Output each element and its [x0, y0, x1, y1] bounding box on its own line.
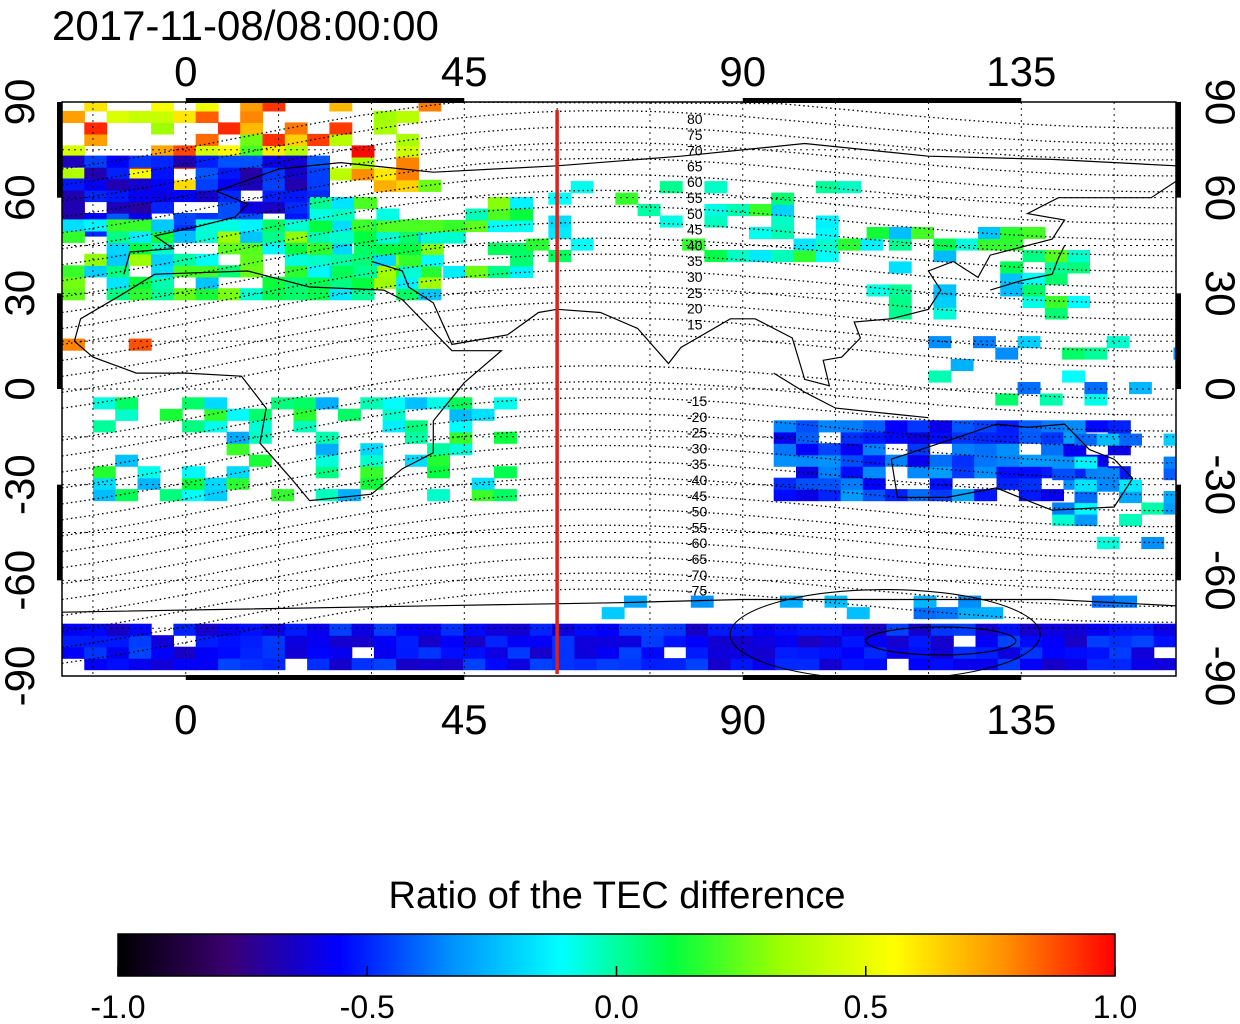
magnetic-latitude-contours	[62, 102, 1176, 676]
contour-label: -15	[687, 393, 707, 409]
frame-tick-bars	[57, 98, 1181, 680]
coastlines	[62, 142, 1176, 613]
contour-label: -40	[687, 472, 707, 488]
contour-label: -20	[687, 409, 707, 425]
lat-tick-label: -60	[0, 550, 43, 611]
left-latitude-ticks: 90 60 30 0 -30 -60 -90	[0, 79, 43, 707]
lat-tick-label: -30	[0, 454, 43, 515]
lon-tick-label: 135	[986, 696, 1056, 743]
lat-tick-label: 90	[1197, 79, 1240, 126]
contour-label: -60	[687, 535, 707, 551]
contour-label: -75	[687, 583, 707, 599]
lon-tick-label: 135	[986, 48, 1056, 95]
lat-tick-label: -30	[1197, 454, 1240, 515]
colorbar-tick-label: -0.5	[340, 989, 395, 1024]
lon-tick-label: 90	[719, 696, 766, 743]
lat-tick-label: 30	[1197, 270, 1240, 317]
lat-tick-label: 30	[0, 270, 43, 317]
contour-label: -50	[687, 504, 707, 520]
contour-label: 40	[687, 237, 703, 253]
lat-tick-label: 0	[0, 377, 43, 400]
contour-label: -70	[687, 567, 707, 583]
contour-label: 35	[687, 253, 703, 269]
contour-label: 55	[687, 190, 703, 206]
colorbar-tick-label: 0.0	[594, 989, 638, 1024]
map-plot-area: 8075706560555045403530252015-15-20-25-30…	[0, 48, 1240, 743]
colorbar-tick-label: -1.0	[90, 989, 145, 1024]
colorbar-tick-label: 0.5	[844, 989, 888, 1024]
plot-title: 2017-11-08/08:00:00	[52, 2, 439, 49]
contour-label: 50	[687, 206, 703, 222]
contour-label: 65	[687, 158, 703, 174]
top-longitude-ticks: 04590135180-135-90-45	[174, 48, 1056, 95]
contour-label: 45	[687, 222, 703, 238]
contour-label: 20	[687, 301, 703, 317]
contour-label: 25	[687, 285, 703, 301]
lat-tick-label: 60	[0, 174, 43, 221]
contour-label: 15	[687, 316, 703, 332]
contour-label: 70	[687, 143, 703, 159]
right-latitude-ticks: 90 60 30 0 -30 -60 -90	[1197, 79, 1240, 707]
tec-ratio-field	[62, 102, 1176, 671]
contour-label: -45	[687, 488, 707, 504]
lat-tick-label: -90	[1197, 646, 1240, 707]
lat-tick-label: 90	[0, 79, 43, 126]
colorbar-tick-label: 1.0	[1093, 989, 1137, 1024]
contour-label: 80	[687, 111, 703, 127]
lat-tick-label: 0	[1197, 377, 1240, 400]
colorbar-title: Ratio of the TEC difference	[389, 875, 846, 917]
contour-label: -25	[687, 425, 707, 441]
bottom-longitude-ticks: 04590135180-135-90-45	[174, 696, 1056, 743]
lon-tick-label: 45	[441, 696, 488, 743]
contour-label: -35	[687, 456, 707, 472]
lon-tick-label: 0	[174, 696, 197, 743]
lat-tick-label: 60	[1197, 174, 1240, 221]
contour-label: 30	[687, 269, 703, 285]
contour-label: 75	[687, 127, 703, 143]
contour-label: 60	[687, 174, 703, 190]
lat-tick-label: -90	[0, 646, 43, 707]
lon-tick-label: 45	[441, 48, 488, 95]
contour-label: -55	[687, 519, 707, 535]
contour-label: -65	[687, 551, 707, 567]
lat-tick-label: -60	[1197, 550, 1240, 611]
colorbar-ticks: -1.0 -0.5 0.0 0.5 1.0	[90, 966, 1137, 1024]
contour-label: -30	[687, 440, 707, 456]
lon-tick-label: 90	[719, 48, 766, 95]
colorbar: Ratio of the TEC difference -1.0 -0.5 0.0 0…	[90, 875, 1137, 1024]
lon-tick-label: 0	[174, 48, 197, 95]
